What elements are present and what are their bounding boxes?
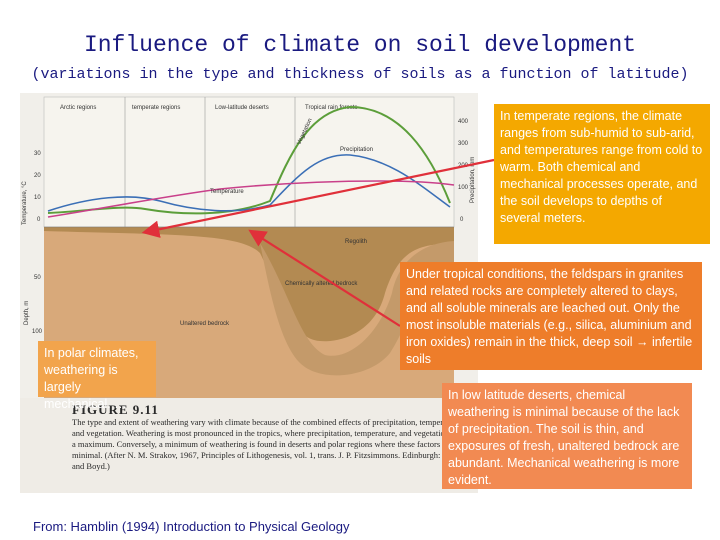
caption-text: The type and extent of weathering vary w… xyxy=(72,417,470,471)
left-tick: 0 xyxy=(37,217,41,223)
region-label-tropical: Tropical rain forests xyxy=(305,105,357,111)
right-tick: 300 xyxy=(458,141,469,147)
region-label-arctic: Arctic regions xyxy=(60,105,96,111)
left-tick: 30 xyxy=(34,151,41,157)
callout-desert: In low latitude deserts, chemical weathe… xyxy=(442,383,692,489)
left-axis-label-temperature: Temperature, °C xyxy=(22,181,28,225)
caption-heading: FIGURE 9.11 xyxy=(72,402,159,417)
slide-subtitle: (variations in the type and thickness of… xyxy=(31,66,689,83)
region-label-temperate: temperate regions xyxy=(132,105,180,111)
left-tick: 50 xyxy=(34,275,41,281)
right-tick: 400 xyxy=(458,119,469,125)
source-citation: From: Hamblin (1994) Introduction to Phy… xyxy=(33,519,350,534)
unaltered-bedrock-label: Unaltered bedrock xyxy=(180,321,230,327)
left-axis-label-depth: Depth, m xyxy=(24,301,30,325)
right-tick: 100 xyxy=(458,185,469,191)
chemically-altered-label: Chemically altered bedrock xyxy=(285,281,358,287)
temperature-label: Temperature xyxy=(210,189,244,195)
right-tick: 200 xyxy=(458,163,469,169)
caption-background xyxy=(20,398,478,493)
figure-caption: FIGURE 9.11 The type and extent of weath… xyxy=(72,402,472,472)
regolith-label: Regolith xyxy=(345,239,367,245)
region-label-desert: Low-latitude deserts xyxy=(215,105,269,111)
left-tick: 100 xyxy=(32,329,43,335)
callout-temperate: In temperate regions, the climate ranges… xyxy=(494,104,710,244)
callout-polar: In polar climates, weathering is largely… xyxy=(38,341,156,411)
slide-title: Influence of climate on soil development xyxy=(83,32,637,58)
left-tick: 10 xyxy=(34,195,41,201)
callout-tropical: Under tropical conditions, the feldspars… xyxy=(400,262,702,370)
right-axis-label-precipitation: Precipitation, mm xyxy=(470,157,476,203)
precipitation-label: Precipitation xyxy=(340,147,373,153)
left-tick: 20 xyxy=(34,173,41,179)
